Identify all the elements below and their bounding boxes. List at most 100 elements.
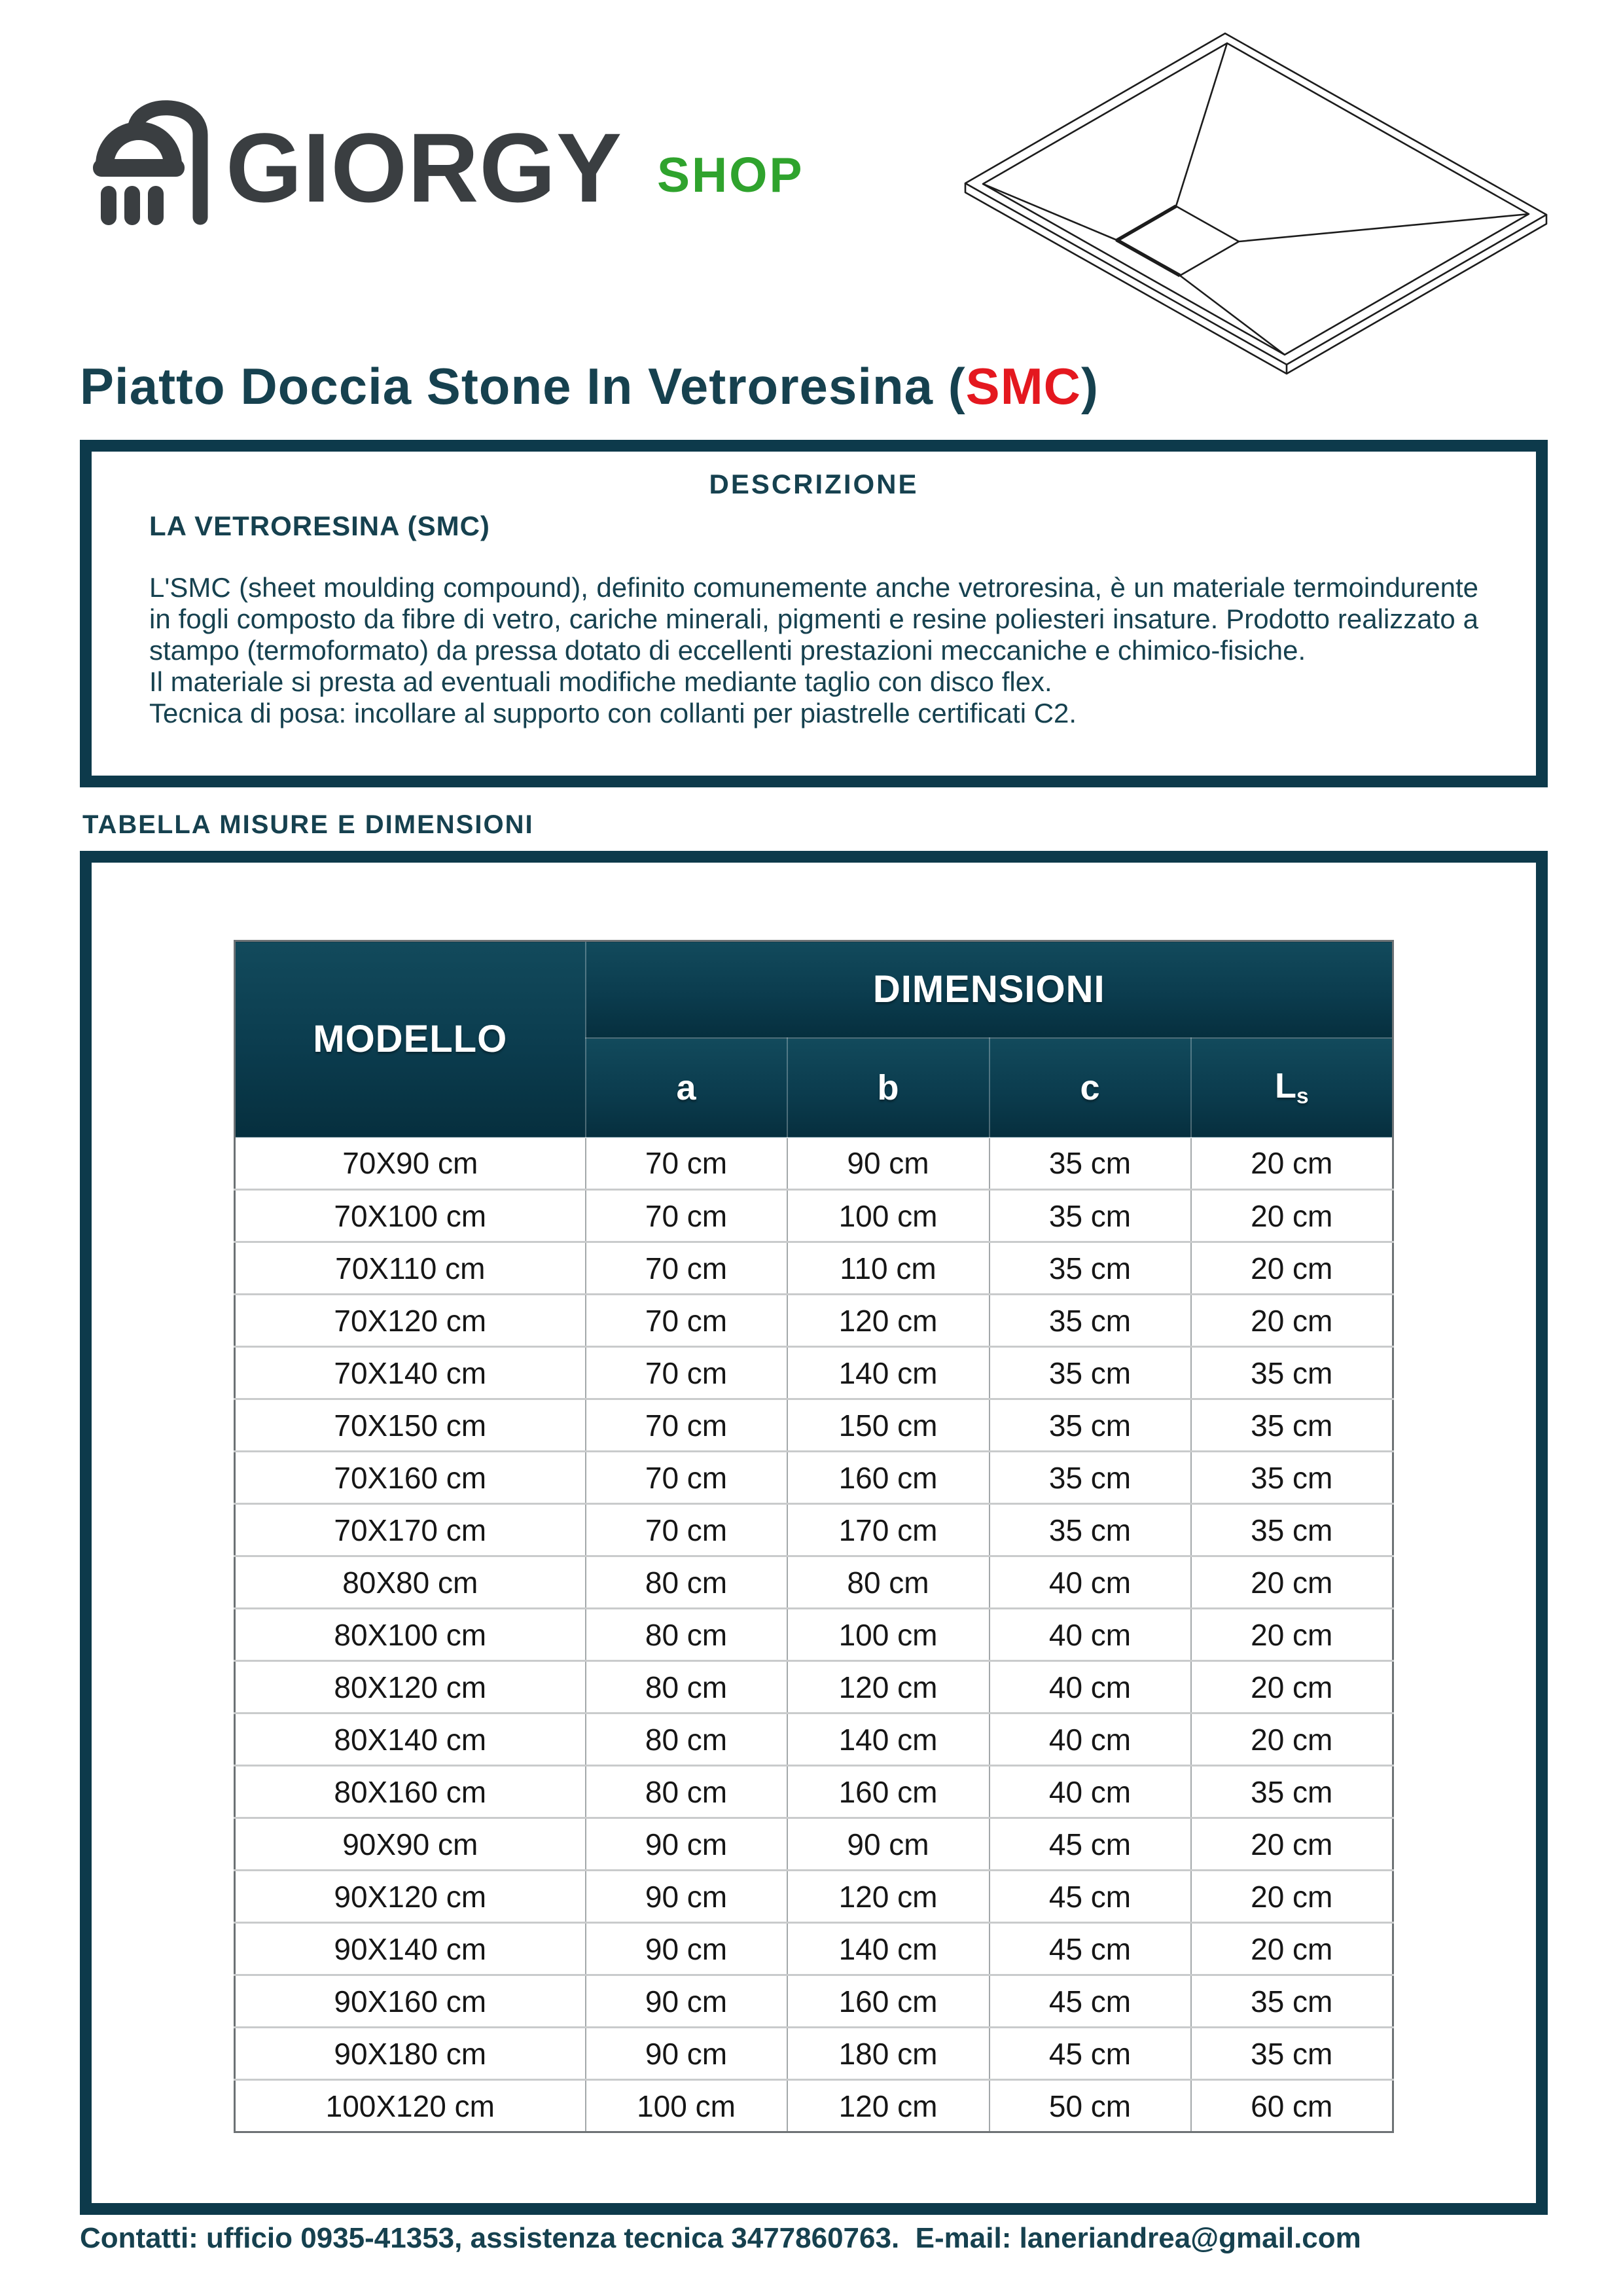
- cell-model: 80X100 cm: [234, 1608, 586, 1662]
- cell-b: 160 cm: [787, 1975, 990, 2028]
- cell-model: 70X170 cm: [234, 1503, 586, 1557]
- column-header-dimensioni: DIMENSIONI: [584, 940, 1394, 1039]
- table-row: 80X80 cm 80 cm 80 cm 40 cm 20 cm: [234, 1556, 1393, 1609]
- cell-a: 70 cm: [585, 1451, 788, 1505]
- cell-model: 70X160 cm: [234, 1451, 586, 1505]
- table-row: 70X100 cm 70 cm 100 cm 35 cm 20 cm: [234, 1189, 1393, 1243]
- cell-model: 70X150 cm: [234, 1399, 586, 1452]
- dimensions-table-box: MODELLO DIMENSIONI a b c Ls 70X90 cm 70 c…: [80, 851, 1548, 2215]
- cell-ls: 20 cm: [1190, 1556, 1393, 1609]
- cell-a: 90 cm: [585, 1922, 788, 1976]
- cell-model: 90X180 cm: [234, 2027, 586, 2081]
- cell-b: 90 cm: [787, 1137, 990, 1191]
- cell-c: 35 cm: [989, 1451, 1192, 1505]
- cell-a: 70 cm: [585, 1189, 788, 1243]
- cell-ls: 20 cm: [1190, 1713, 1393, 1767]
- cell-a: 70 cm: [585, 1399, 788, 1452]
- table-row: 70X120 cm 70 cm 120 cm 35 cm 20 cm: [234, 1294, 1393, 1348]
- cell-c: 45 cm: [989, 1818, 1192, 1871]
- cell-ls: 20 cm: [1190, 1294, 1393, 1348]
- table-row: 70X150 cm 70 cm 150 cm 35 cm 35 cm: [234, 1399, 1393, 1452]
- cell-c: 45 cm: [989, 1922, 1192, 1976]
- cell-model: 80X140 cm: [234, 1713, 586, 1767]
- cell-ls: 20 cm: [1190, 1870, 1393, 1924]
- table-row: 90X180 cm 90 cm 180 cm 45 cm 35 cm: [234, 2027, 1393, 2081]
- description-paragraph: L'SMC (sheet moulding compound), definit…: [149, 572, 1478, 666]
- column-header-ls-main: L: [1274, 1066, 1296, 1106]
- cell-c: 35 cm: [989, 1189, 1192, 1243]
- cell-ls: 60 cm: [1190, 2079, 1393, 2132]
- cell-a: 80 cm: [585, 1608, 788, 1662]
- cell-b: 140 cm: [787, 1713, 990, 1767]
- cell-model: 70X100 cm: [234, 1189, 586, 1243]
- cell-c: 35 cm: [989, 1503, 1192, 1557]
- cell-model: 80X160 cm: [234, 1765, 586, 1819]
- cell-b: 100 cm: [787, 1189, 990, 1243]
- table-header: MODELLO DIMENSIONI a b c Ls: [234, 940, 1394, 1138]
- cell-a: 70 cm: [585, 1137, 788, 1191]
- footer-contacts: Contatti: ufficio 0935-41353, assistenza…: [80, 2222, 1361, 2254]
- cell-ls: 35 cm: [1190, 1451, 1393, 1505]
- column-header-ls: Ls: [1190, 1037, 1394, 1138]
- table-row: 80X100 cm 80 cm 100 cm 40 cm 20 cm: [234, 1608, 1393, 1662]
- cell-c: 40 cm: [989, 1660, 1192, 1714]
- cell-a: 90 cm: [585, 1870, 788, 1924]
- cell-ls: 35 cm: [1190, 1975, 1393, 2028]
- cell-ls: 20 cm: [1190, 1189, 1393, 1243]
- cell-model: 90X90 cm: [234, 1818, 586, 1871]
- column-header-a: a: [584, 1037, 788, 1138]
- cell-model: 80X120 cm: [234, 1660, 586, 1714]
- table-row: 70X170 cm 70 cm 170 cm 35 cm 35 cm: [234, 1503, 1393, 1557]
- cell-ls: 20 cm: [1190, 1242, 1393, 1295]
- cell-model: 80X80 cm: [234, 1556, 586, 1609]
- cell-c: 45 cm: [989, 2027, 1192, 2081]
- page-title-paren-open: (: [948, 357, 966, 415]
- cell-a: 80 cm: [585, 1660, 788, 1714]
- table-row: 80X160 cm 80 cm 160 cm 40 cm 35 cm: [234, 1765, 1393, 1819]
- cell-ls: 35 cm: [1190, 1765, 1393, 1819]
- brand-name: GIORGY: [226, 113, 623, 223]
- cell-c: 35 cm: [989, 1242, 1192, 1295]
- page-title-text: Piatto Doccia Stone In Vetroresina: [80, 357, 948, 415]
- dimensions-table: MODELLO DIMENSIONI a b c Ls 70X90 cm 70 c…: [234, 940, 1394, 2133]
- description-line-3: Tecnica di posa: incollare al supporto c…: [149, 698, 1077, 728]
- description-box: DESCRIZIONE LA VETRORESINA (SMC) L'SMC (…: [80, 440, 1548, 787]
- cell-c: 35 cm: [989, 1137, 1192, 1191]
- cell-c: 45 cm: [989, 1975, 1192, 2028]
- table-body: 70X90 cm 70 cm 90 cm 35 cm 20 cm 70X100 cm 70 …: [234, 1137, 1393, 2132]
- description-subheading: LA VETRORESINA (SMC): [149, 511, 490, 541]
- table-section-label: TABELLA MISURE E DIMENSIONI: [82, 810, 534, 839]
- column-header-ls-sub: s: [1296, 1084, 1309, 1109]
- cell-b: 160 cm: [787, 1765, 990, 1819]
- cell-a: 70 cm: [585, 1242, 788, 1295]
- cell-b: 110 cm: [787, 1242, 990, 1295]
- cell-ls: 35 cm: [1190, 1503, 1393, 1557]
- column-header-c: c: [988, 1037, 1192, 1138]
- brand-suffix: SHOP: [657, 147, 804, 202]
- table-row: 70X140 cm 70 cm 140 cm 35 cm 35 cm: [234, 1346, 1393, 1400]
- cell-ls: 35 cm: [1190, 2027, 1393, 2081]
- cell-c: 40 cm: [989, 1713, 1192, 1767]
- table-row: 90X140 cm 90 cm 140 cm 45 cm 20 cm: [234, 1922, 1393, 1976]
- cell-model: 100X120 cm: [234, 2079, 586, 2132]
- shower-tray-drawing: [964, 32, 1548, 375]
- cell-a: 90 cm: [585, 1975, 788, 2028]
- cell-b: 140 cm: [787, 1346, 990, 1400]
- cell-b: 100 cm: [787, 1608, 990, 1662]
- cell-a: 70 cm: [585, 1346, 788, 1400]
- cell-a: 80 cm: [585, 1765, 788, 1819]
- table-row: 70X160 cm 70 cm 160 cm 35 cm 35 cm: [234, 1451, 1393, 1505]
- table-row: 90X160 cm 90 cm 160 cm 45 cm 35 cm: [234, 1975, 1393, 2028]
- table-row: 70X90 cm 70 cm 90 cm 35 cm 20 cm: [234, 1137, 1393, 1191]
- cell-ls: 20 cm: [1190, 1660, 1393, 1714]
- cell-b: 80 cm: [787, 1556, 990, 1609]
- cell-b: 140 cm: [787, 1922, 990, 1976]
- table-row: 90X90 cm 90 cm 90 cm 45 cm 20 cm: [234, 1818, 1393, 1871]
- column-header-b: b: [786, 1037, 990, 1138]
- cell-a: 90 cm: [585, 1818, 788, 1871]
- cell-c: 40 cm: [989, 1765, 1192, 1819]
- cell-ls: 20 cm: [1190, 1137, 1393, 1191]
- shower-head-icon: [93, 100, 208, 225]
- cell-c: 35 cm: [989, 1399, 1192, 1452]
